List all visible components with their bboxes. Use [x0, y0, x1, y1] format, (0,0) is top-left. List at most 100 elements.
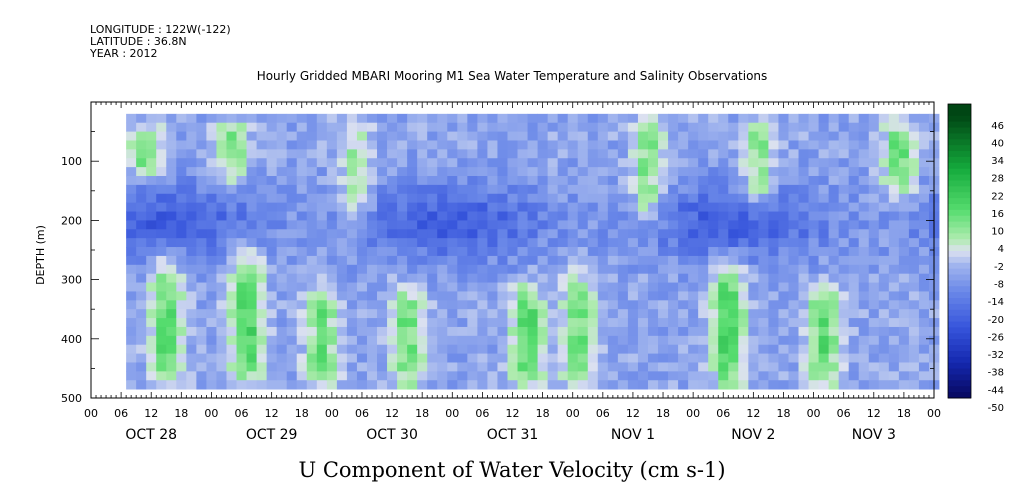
heatmap-cell	[417, 380, 428, 390]
heatmap-cell	[427, 318, 438, 328]
heatmap-cell	[788, 158, 799, 168]
heatmap-cell	[718, 211, 729, 221]
heatmap-cell	[878, 318, 890, 328]
heatmap-cell	[547, 309, 559, 319]
heatmap-cell	[828, 300, 840, 310]
heatmap-cell	[517, 353, 528, 363]
heatmap-cell	[216, 300, 227, 310]
heatmap-cell	[918, 353, 930, 363]
heatmap-cell	[497, 362, 508, 372]
heatmap-cell	[477, 362, 488, 372]
heatmap-cell	[457, 380, 468, 390]
heatmap-cell	[457, 122, 468, 132]
heatmap-cell	[778, 353, 789, 363]
colorbar-segment	[948, 356, 971, 364]
heatmap-cell	[838, 247, 850, 257]
heatmap-cell	[848, 247, 860, 257]
heatmap-cell	[166, 326, 177, 337]
heatmap-cell	[718, 167, 729, 177]
heatmap-cell	[627, 344, 639, 354]
heatmap-cell	[798, 291, 809, 301]
heatmap-cell	[286, 291, 298, 301]
heatmap-cell	[557, 380, 569, 390]
heatmap-cell	[256, 158, 268, 168]
heatmap-cell	[507, 113, 518, 124]
heatmap-cell	[487, 380, 498, 390]
colorbar-frame	[947, 103, 972, 399]
heatmap-cell	[226, 273, 237, 283]
heatmap-cell	[557, 211, 569, 221]
heatmap-cell	[417, 273, 428, 283]
heatmap-cell	[738, 371, 749, 381]
heatmap-cell	[647, 140, 659, 150]
heatmap-cell	[397, 220, 408, 230]
heatmap-cell	[918, 229, 930, 239]
heatmap-cell	[296, 122, 308, 132]
heatmap-cell	[176, 122, 187, 132]
heatmap-cell	[868, 202, 880, 212]
heatmap-cell	[698, 353, 709, 363]
heatmap-cell	[908, 326, 920, 337]
heatmap-cell	[387, 193, 398, 204]
heatmap-cell	[356, 309, 368, 319]
heatmap-cell	[326, 291, 338, 301]
heatmap-cell	[637, 158, 649, 168]
heatmap-cell	[487, 220, 498, 230]
heatmap-cell	[848, 220, 860, 230]
heatmap-cell	[407, 122, 418, 132]
heatmap-cell	[156, 238, 167, 248]
heatmap-cell	[607, 229, 619, 239]
heatmap-cell	[658, 326, 669, 337]
heatmap-cell	[316, 220, 328, 230]
heatmap-cell	[678, 309, 689, 319]
heatmap-cell	[858, 309, 870, 319]
heatmap-cell	[427, 220, 438, 230]
heatmap-cell	[637, 353, 649, 363]
heatmap-cell	[758, 149, 769, 159]
heatmap-cell	[537, 229, 549, 239]
heatmap-cell	[858, 193, 870, 204]
heatmap-cell	[286, 122, 298, 132]
heatmap-cell	[246, 247, 257, 257]
heatmap-cell	[577, 300, 589, 310]
heatmap-cell	[186, 220, 197, 230]
heatmap-cell	[848, 282, 860, 292]
heatmap-cell	[788, 113, 799, 124]
heatmap-cell	[678, 291, 689, 301]
heatmap-cell	[647, 300, 659, 310]
heatmap-cell	[296, 184, 308, 195]
heatmap-cell	[798, 158, 809, 168]
heatmap-cell	[336, 335, 348, 346]
heatmap-cell	[417, 318, 428, 328]
heatmap-cell	[678, 229, 689, 239]
heatmap-cell	[888, 193, 900, 204]
heatmap-cell	[868, 176, 880, 186]
heatmap-cell	[778, 113, 789, 124]
heatmap-cell	[748, 211, 759, 221]
heatmap-cell	[146, 176, 157, 186]
heatmap-cell	[698, 255, 709, 266]
heatmap-cell	[788, 211, 799, 221]
heatmap-cell	[878, 264, 890, 275]
heatmap-cell	[627, 247, 639, 257]
colorbar-segment	[948, 145, 971, 152]
heatmap-cell	[788, 122, 799, 132]
heatmap-cell	[898, 131, 910, 141]
heatmap-cell	[718, 282, 729, 292]
heatmap-cell	[246, 167, 257, 177]
heatmap-cell	[266, 229, 278, 239]
x-tick-label: 18	[415, 407, 429, 420]
heatmap-cell	[527, 247, 538, 257]
heatmap-cell	[136, 318, 147, 328]
heatmap-cell	[206, 211, 217, 221]
heatmap-cell	[447, 353, 458, 363]
heatmap-cell	[286, 318, 298, 328]
heatmap-cell	[898, 362, 910, 372]
heatmap-cell	[256, 362, 268, 372]
heatmap-cell	[577, 184, 589, 195]
heatmap-cell	[878, 184, 890, 195]
heatmap-cell	[848, 229, 860, 239]
heatmap-cell	[216, 202, 227, 212]
heatmap-cell	[858, 220, 870, 230]
heatmap-cell	[196, 264, 207, 275]
